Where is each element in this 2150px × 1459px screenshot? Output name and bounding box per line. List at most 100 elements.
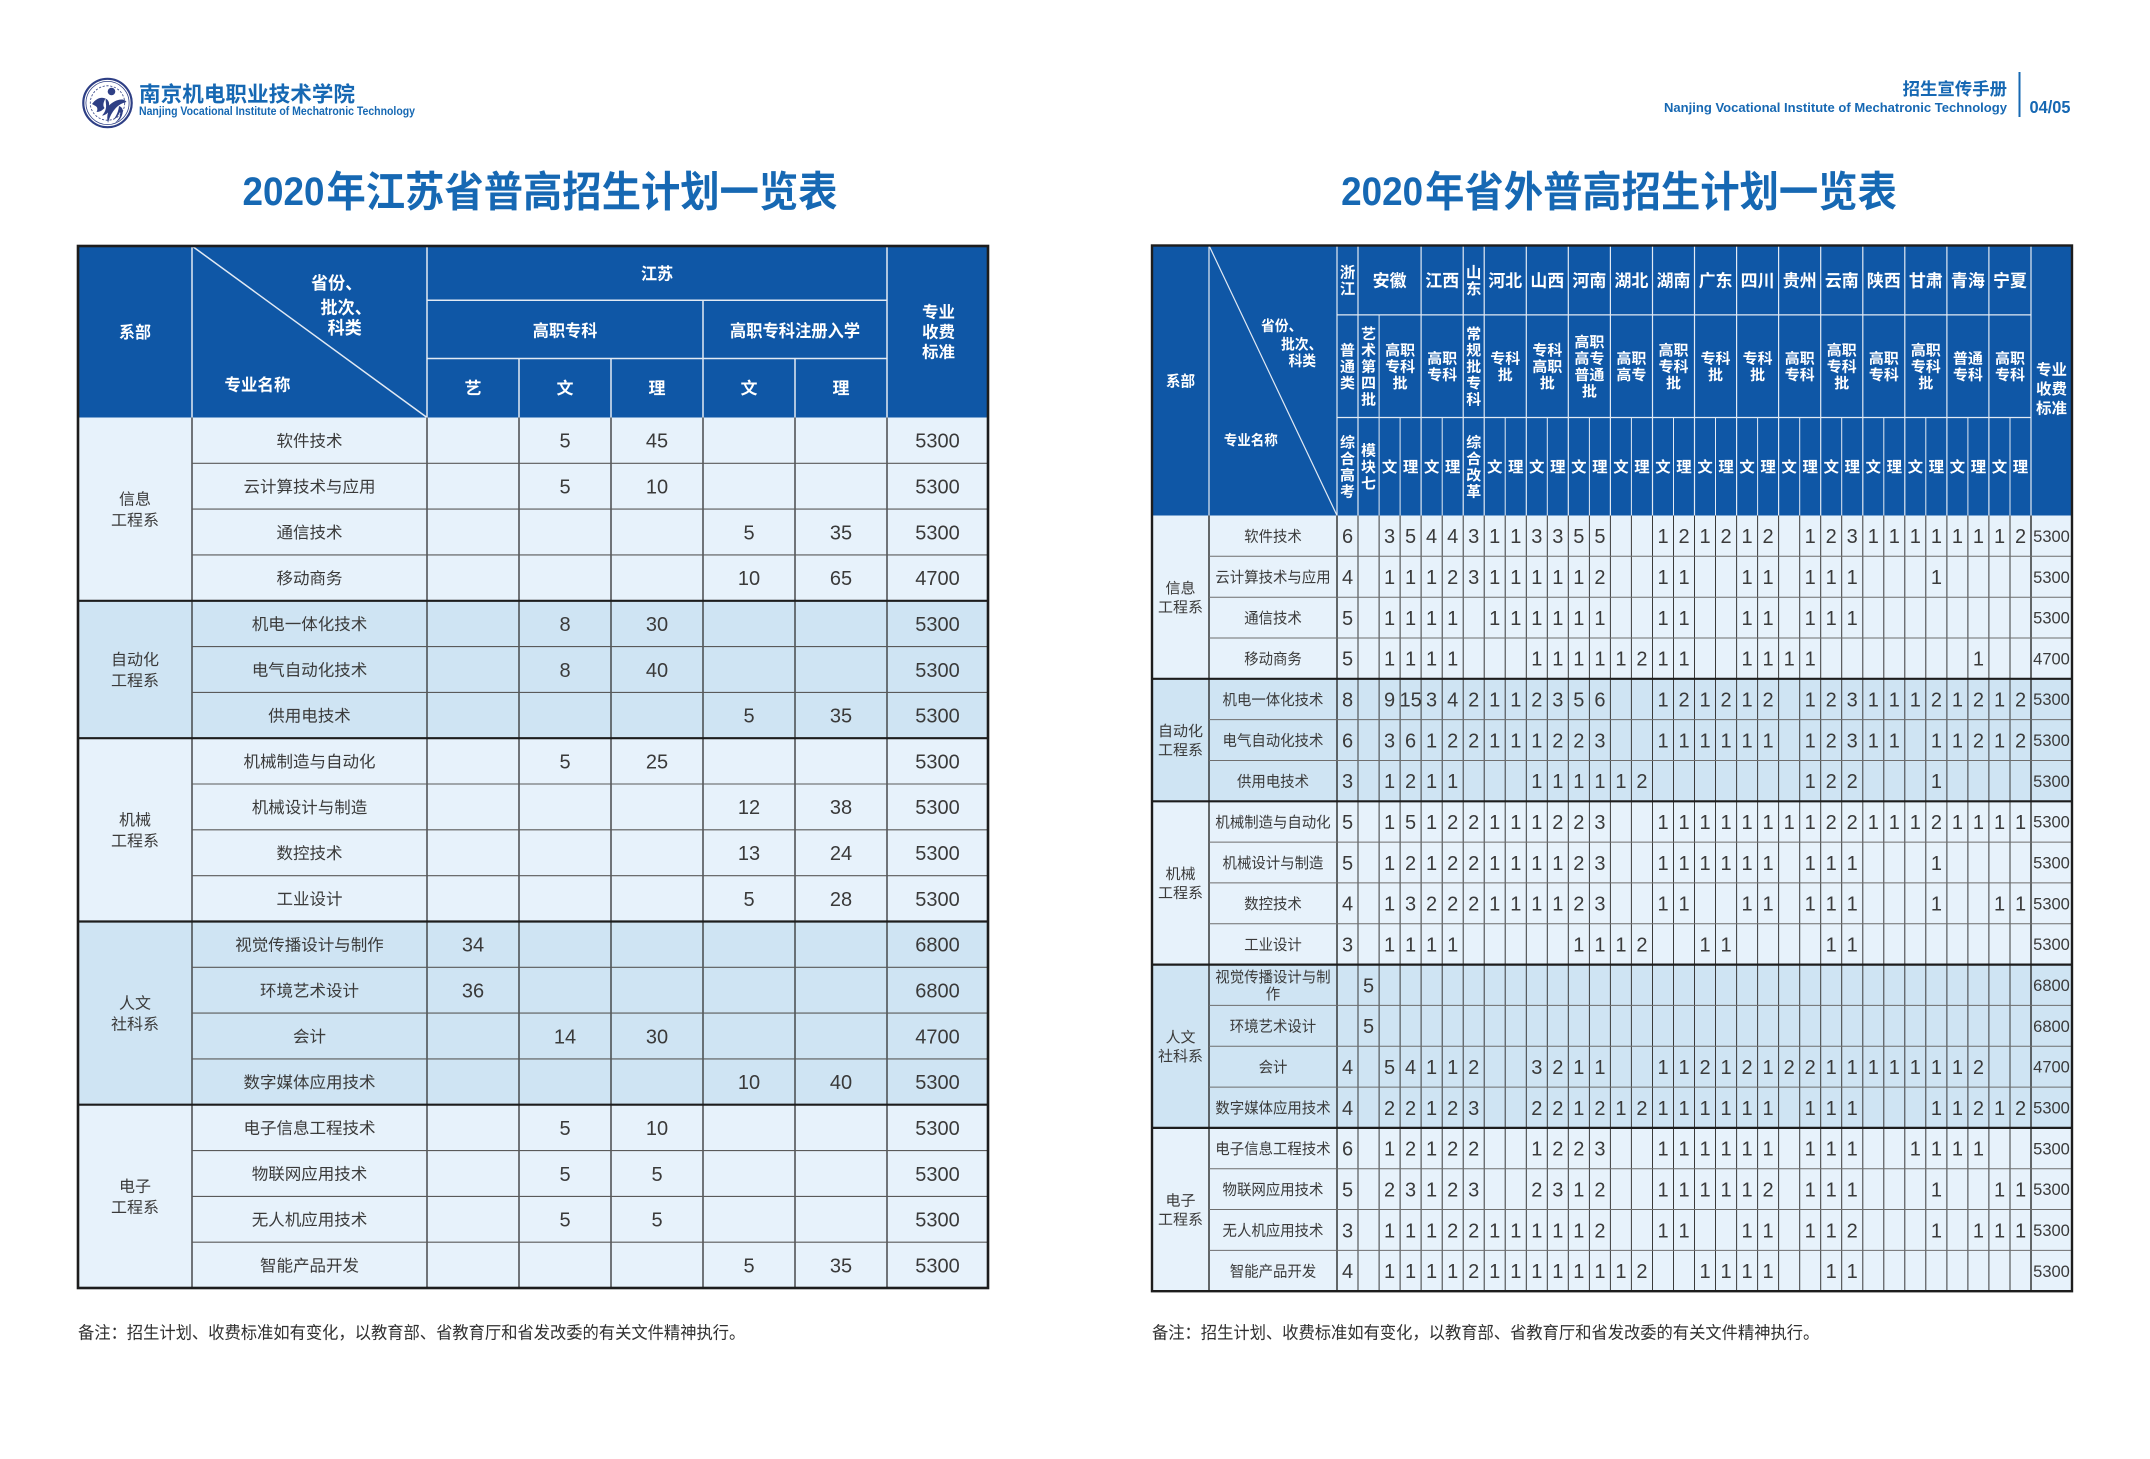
svg-text:1: 1 xyxy=(1552,649,1563,671)
svg-text:1: 1 xyxy=(1531,649,1542,671)
svg-text:6: 6 xyxy=(1342,526,1353,548)
svg-text:1: 1 xyxy=(1657,526,1668,548)
svg-text:1: 1 xyxy=(1573,1179,1584,1201)
svg-text:2: 2 xyxy=(1468,1220,1479,1242)
svg-text:1: 1 xyxy=(1384,1220,1395,1242)
svg-text:2: 2 xyxy=(1594,1179,1605,1201)
svg-text:1: 1 xyxy=(1573,1098,1584,1120)
svg-text:2: 2 xyxy=(1678,526,1689,548)
svg-text:1: 1 xyxy=(1931,894,1942,916)
svg-text:1: 1 xyxy=(1931,567,1942,589)
svg-text:2: 2 xyxy=(1447,894,1458,916)
svg-text:5: 5 xyxy=(1342,1179,1353,1201)
svg-text:1: 1 xyxy=(1910,1139,1921,1161)
svg-text:2: 2 xyxy=(1573,894,1584,916)
svg-text:1: 1 xyxy=(1510,1261,1521,1283)
svg-text:1: 1 xyxy=(1847,1179,1858,1201)
svg-text:1: 1 xyxy=(1742,1139,1753,1161)
svg-text:2: 2 xyxy=(1826,690,1837,712)
svg-text:2: 2 xyxy=(1826,771,1837,793)
svg-text:1: 1 xyxy=(1742,608,1753,630)
svg-text:5: 5 xyxy=(1342,649,1353,671)
svg-text:1: 1 xyxy=(1426,608,1437,630)
svg-text:5: 5 xyxy=(559,477,570,499)
svg-text:1: 1 xyxy=(1763,894,1774,916)
svg-text:40: 40 xyxy=(646,660,668,682)
svg-text:1: 1 xyxy=(1531,730,1542,752)
svg-text:65: 65 xyxy=(830,568,852,590)
svg-text:1: 1 xyxy=(1657,812,1668,834)
svg-text:1: 1 xyxy=(1889,812,1900,834)
svg-text:6: 6 xyxy=(1405,730,1416,752)
svg-text:1: 1 xyxy=(1657,690,1668,712)
svg-text:2: 2 xyxy=(1531,1098,1542,1120)
svg-text:3: 3 xyxy=(1594,812,1605,834)
svg-text:1: 1 xyxy=(1910,812,1921,834)
svg-text:1: 1 xyxy=(1763,649,1774,671)
svg-text:1: 1 xyxy=(1426,1139,1437,1161)
svg-text:1: 1 xyxy=(1573,1057,1584,1079)
svg-text:2: 2 xyxy=(1468,1057,1479,1079)
svg-text:1: 1 xyxy=(1847,853,1858,875)
svg-text:1: 1 xyxy=(1384,894,1395,916)
svg-text:1: 1 xyxy=(1742,1098,1753,1120)
svg-text:1: 1 xyxy=(1742,1261,1753,1283)
svg-text:2: 2 xyxy=(1447,1220,1458,1242)
svg-text:5300: 5300 xyxy=(2033,732,2070,750)
svg-text:1: 1 xyxy=(1721,1098,1732,1120)
svg-text:1: 1 xyxy=(1426,935,1437,957)
svg-text:1: 1 xyxy=(1426,812,1437,834)
svg-text:1: 1 xyxy=(1952,690,1963,712)
svg-text:5: 5 xyxy=(1594,526,1605,548)
svg-text:1: 1 xyxy=(1657,567,1668,589)
svg-text:5: 5 xyxy=(743,706,754,728)
svg-text:2: 2 xyxy=(1552,1057,1563,1079)
svg-text:2: 2 xyxy=(1552,730,1563,752)
svg-text:1: 1 xyxy=(1868,730,1879,752)
svg-text:1: 1 xyxy=(1931,1057,1942,1079)
svg-text:1: 1 xyxy=(1994,1220,2005,1242)
svg-text:3: 3 xyxy=(1468,526,1479,548)
svg-text:1: 1 xyxy=(1573,608,1584,630)
svg-text:2: 2 xyxy=(1742,1057,1753,1079)
svg-text:3: 3 xyxy=(1594,894,1605,916)
svg-text:5300: 5300 xyxy=(2033,691,2070,709)
svg-text:4: 4 xyxy=(1342,1098,1353,1120)
svg-text:1: 1 xyxy=(1763,812,1774,834)
svg-text:1: 1 xyxy=(1384,935,1395,957)
svg-text:4700: 4700 xyxy=(915,1026,960,1048)
svg-text:1: 1 xyxy=(1826,1098,1837,1120)
svg-text:2: 2 xyxy=(1426,894,1437,916)
svg-text:3: 3 xyxy=(1594,1139,1605,1161)
svg-text:2: 2 xyxy=(1573,853,1584,875)
svg-text:1: 1 xyxy=(1489,730,1500,752)
svg-text:5300: 5300 xyxy=(915,1118,960,1140)
svg-text:5300: 5300 xyxy=(915,797,960,819)
svg-text:1: 1 xyxy=(1826,894,1837,916)
svg-text:1: 1 xyxy=(1994,526,2005,548)
svg-text:1: 1 xyxy=(1889,690,1900,712)
svg-text:1: 1 xyxy=(1594,608,1605,630)
svg-text:1: 1 xyxy=(1931,853,1942,875)
svg-text:2: 2 xyxy=(1678,690,1689,712)
svg-text:4: 4 xyxy=(1342,1057,1353,1079)
svg-text:34: 34 xyxy=(462,935,484,957)
svg-text:1: 1 xyxy=(1742,853,1753,875)
svg-text:1: 1 xyxy=(1657,608,1668,630)
svg-text:5: 5 xyxy=(1342,608,1353,630)
svg-text:36: 36 xyxy=(462,981,484,1003)
svg-text:2: 2 xyxy=(1826,730,1837,752)
svg-text:6800: 6800 xyxy=(915,935,960,957)
svg-text:2: 2 xyxy=(1594,1098,1605,1120)
svg-text:5300: 5300 xyxy=(2033,1100,2070,1118)
svg-text:5: 5 xyxy=(651,1164,662,1186)
svg-text:1: 1 xyxy=(1426,1179,1437,1201)
svg-text:5: 5 xyxy=(1573,526,1584,548)
svg-text:1: 1 xyxy=(1657,894,1668,916)
svg-text:35: 35 xyxy=(830,522,852,544)
svg-text:1: 1 xyxy=(1699,1179,1710,1201)
svg-text:5300: 5300 xyxy=(915,614,960,636)
svg-text:1: 1 xyxy=(1384,649,1395,671)
svg-text:1: 1 xyxy=(1805,608,1816,630)
svg-text:1: 1 xyxy=(1952,1057,1963,1079)
